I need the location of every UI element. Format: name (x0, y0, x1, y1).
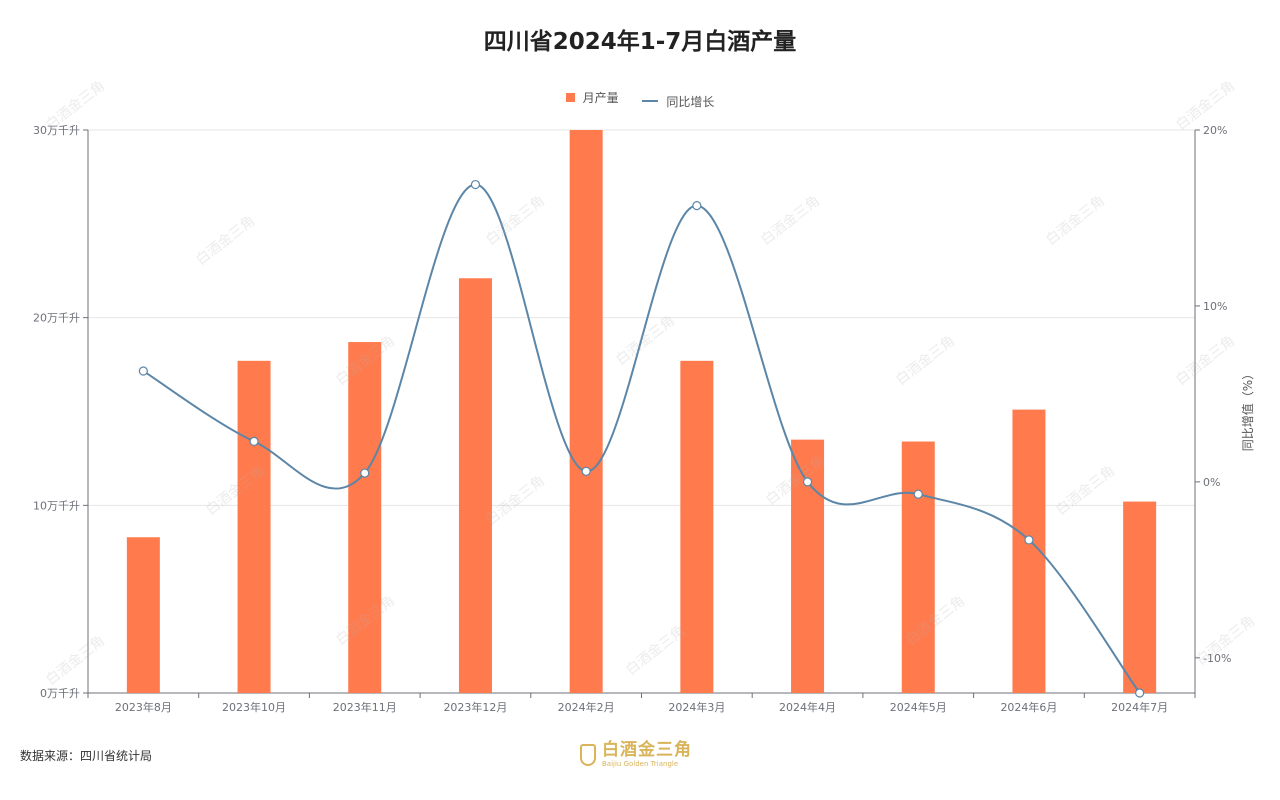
bar (348, 342, 382, 693)
x-tick-label: 2023年8月 (115, 700, 172, 714)
y-right-axis-label: 同比增值（%） (1240, 368, 1255, 451)
logo-icon (580, 744, 596, 766)
x-tick-label: 2024年4月 (779, 700, 836, 714)
bar (569, 130, 603, 693)
bar (901, 441, 935, 693)
legend-item-line[interactable]: 同比增长 (642, 93, 714, 110)
y-left-tick-label: 30万千升 (33, 124, 80, 137)
y-right-tick-label: 10% (1203, 300, 1227, 313)
y-right-tick-label: -10% (1203, 652, 1231, 665)
line-point (1024, 535, 1034, 545)
line-point (802, 477, 813, 487)
data-source: 数据来源：四川省统计局 (20, 749, 153, 763)
legend-line-swatch (642, 100, 659, 102)
x-tick-label: 2024年2月 (558, 700, 615, 714)
chart-title: 四川省2024年1-7月白酒产量 (483, 29, 797, 55)
legend-bar-label: 月产量 (582, 91, 619, 105)
line-point (138, 366, 148, 376)
x-tick-label: 2023年12月 (443, 700, 507, 714)
bar (458, 278, 492, 693)
line-point (360, 468, 370, 478)
line-point (913, 489, 923, 499)
line-point (692, 201, 702, 211)
y-right-tick-label: 20% (1203, 124, 1227, 137)
y-right-tick-label: 0% (1203, 476, 1220, 489)
brand-logo: 白酒金三角 Baijiu Golden Triangle (580, 742, 692, 768)
bar (237, 360, 271, 693)
line-point (581, 466, 591, 476)
y-left-tick-label: 10万千升 (33, 499, 80, 512)
y-left-tick-label: 0万千升 (40, 687, 80, 700)
logo-text-en: Baijiu Golden Triangle (602, 760, 679, 768)
x-tick-label: 2024年6月 (1000, 700, 1057, 714)
line-point (249, 436, 259, 447)
x-tick-label: 2024年5月 (890, 700, 947, 714)
x-tick-label: 2023年11月 (333, 700, 397, 714)
line-series (142, 183, 1141, 694)
bar (680, 360, 714, 693)
legend-line-label: 同比增长 (666, 94, 715, 109)
logo-text-cn: 白酒金三角 (602, 740, 692, 760)
line-point (1135, 688, 1145, 698)
bar (1123, 501, 1157, 693)
bar (126, 537, 160, 693)
legend-item-bar[interactable]: 月产量 (565, 89, 619, 106)
x-tick-label: 2024年3月 (668, 700, 725, 714)
legend-bar-swatch (565, 93, 575, 102)
line-point (470, 179, 481, 190)
x-tick-label: 2023年10月 (222, 700, 286, 714)
x-tick-label: 2024年7月 (1111, 700, 1168, 714)
legend: 月产量 同比增长 (0, 89, 1280, 110)
y-left-tick-label: 20万千升 (33, 312, 80, 325)
